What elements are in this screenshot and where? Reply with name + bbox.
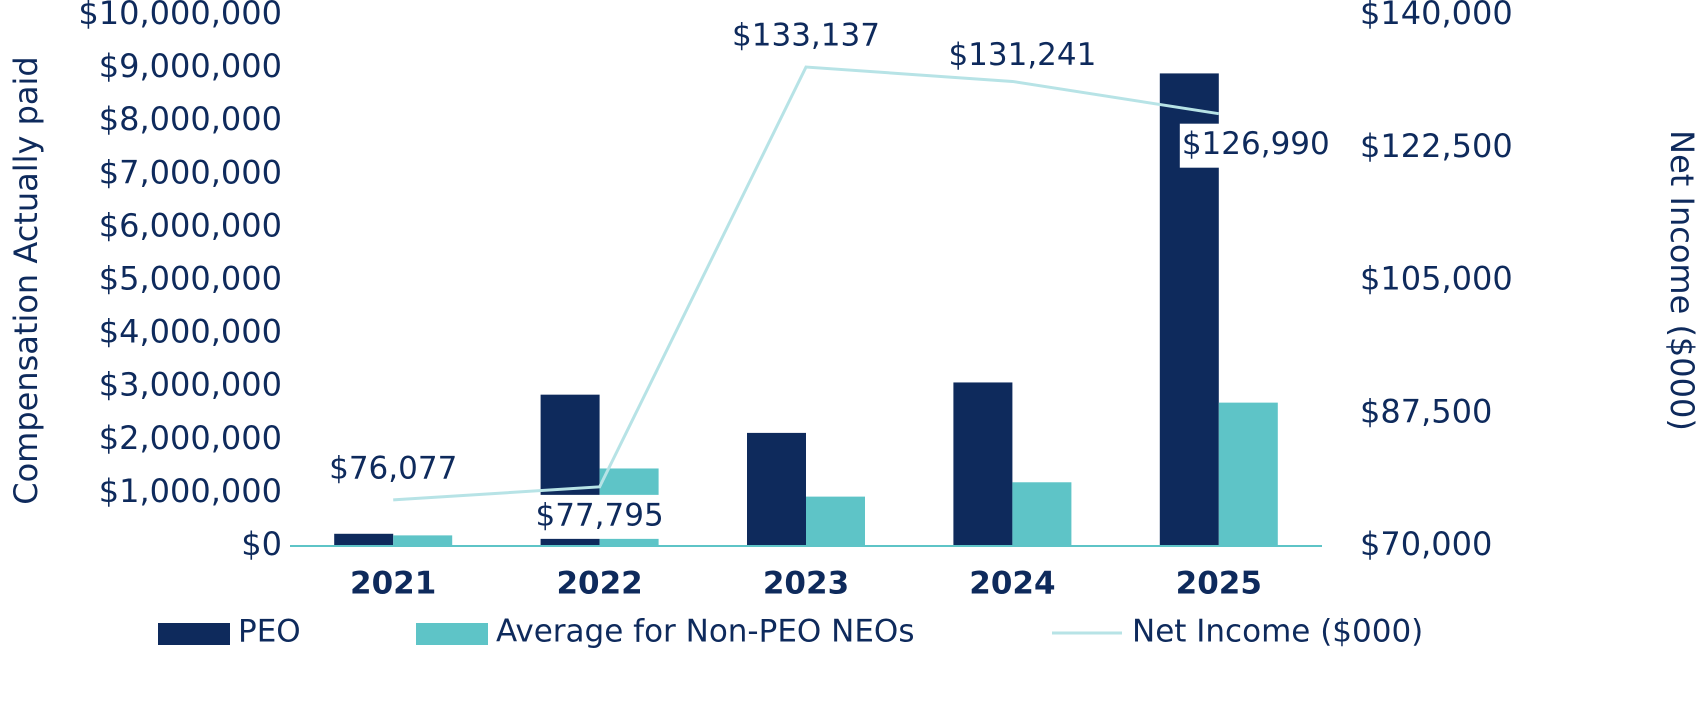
- data-label-background: [523, 494, 676, 539]
- x-axis-tick-label: 2024: [969, 566, 1055, 602]
- x-axis-tick-label: 2022: [556, 566, 642, 602]
- net-income-data-label: $131,241: [948, 37, 1096, 73]
- left-axis-tick-label: $8,000,000: [99, 100, 282, 138]
- net-income-data-label: $133,137: [732, 18, 880, 54]
- legend-label-non-peo-neo: Average for Non-PEO NEOs: [496, 614, 915, 650]
- x-axis-tick-label: 2023: [763, 566, 849, 602]
- bar-peo-2021: [334, 533, 394, 546]
- left-axis-tick-label: $6,000,000: [99, 206, 282, 244]
- left-axis-tick-label: $5,000,000: [99, 260, 282, 298]
- left-axis-tick-label: $3,000,000: [99, 366, 282, 404]
- x-axis-tick-label: 2025: [1176, 566, 1262, 602]
- left-axis-tick-label: $9,000,000: [99, 47, 282, 85]
- data-label-background: [1179, 123, 1332, 168]
- legend-label-peo: PEO: [238, 614, 301, 650]
- legend-swatch-peo: [158, 623, 230, 645]
- bar-peo-2023: [747, 432, 806, 546]
- right-axis-tick-label: $122,500: [1360, 127, 1513, 165]
- x-axis-tick-label: 2021: [350, 566, 436, 602]
- left-axis-title: Compensation Actually paid: [7, 56, 45, 505]
- left-axis-tick-label: $4,000,000: [99, 313, 282, 351]
- bar-non-peo-neo-2023: [806, 496, 865, 546]
- left-axis-tick-label: $1,000,000: [99, 472, 282, 510]
- net-income-data-label: $76,077: [329, 450, 457, 486]
- right-axis-tick-label: $70,000: [1360, 525, 1492, 563]
- right-axis-title: Net Income ($000): [1663, 130, 1701, 431]
- bar-non-peo-neo-2025: [1218, 402, 1278, 546]
- legend-label-net-income: Net Income ($000): [1132, 614, 1423, 650]
- net-income-data-label: $77,795: [535, 497, 663, 533]
- left-axis-tick-label: $7,000,000: [99, 153, 282, 191]
- bar-non-peo-neo-2021: [393, 535, 453, 546]
- legend-swatch-non-peo-neo: [416, 623, 488, 645]
- right-axis-tick-label: $105,000: [1360, 260, 1513, 298]
- left-axis-tick-label: $0: [241, 525, 282, 563]
- bar-non-peo-neo-2024: [1012, 482, 1072, 546]
- left-axis-tick-label: $10,000,000: [78, 0, 282, 32]
- right-axis-tick-label: $87,500: [1360, 392, 1492, 430]
- net-income-line: [393, 65, 1220, 502]
- net-income-data-label: $126,990: [1182, 126, 1330, 162]
- left-axis-tick-label: $2,000,000: [99, 419, 282, 457]
- bar-peo-2024: [953, 382, 1013, 546]
- right-axis-tick-label: $140,000: [1360, 0, 1513, 32]
